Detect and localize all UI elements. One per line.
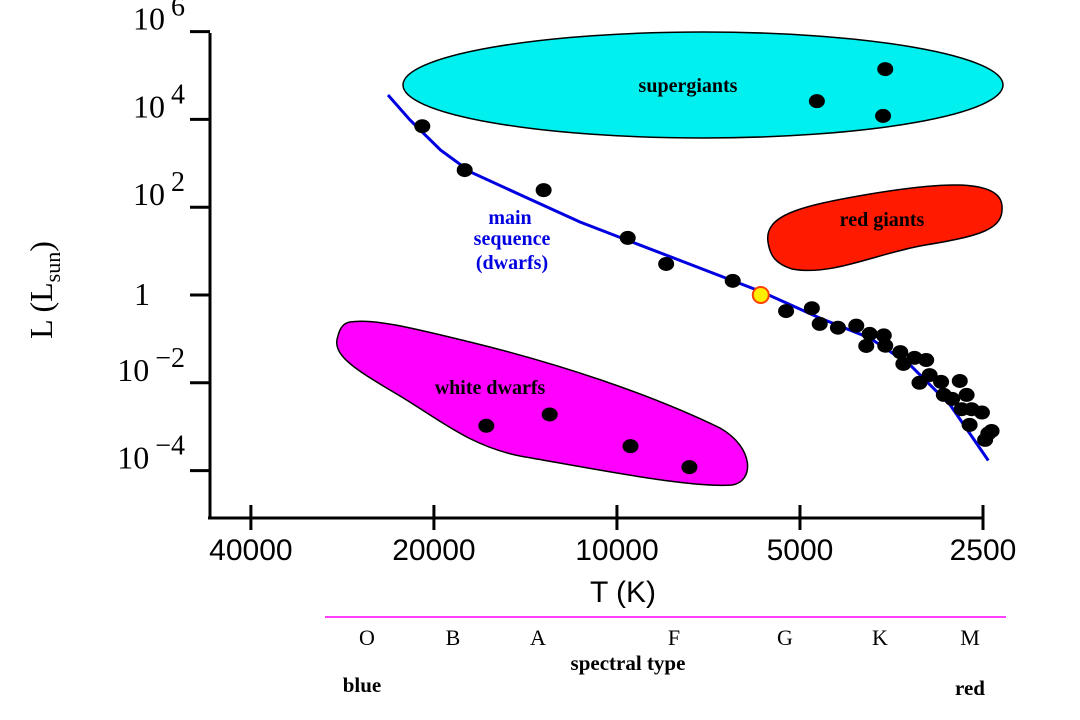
star-point-main-sequence — [877, 338, 894, 353]
star-point-supergiants — [808, 94, 825, 109]
star-point-main-sequence — [944, 391, 961, 406]
star-point-main-sequence — [892, 345, 909, 360]
white-dwarfs-label: white dwarfs — [435, 377, 546, 399]
star-point-white-dwarfs — [478, 418, 495, 433]
red-giants-region — [767, 184, 1003, 272]
spectral-type-M: M — [960, 625, 980, 650]
star-point-white-dwarfs — [681, 460, 698, 475]
x-tick-label: 20000 — [392, 534, 475, 567]
star-point-supergiants — [875, 108, 892, 123]
svg-text:L (Lsun): L (Lsun) — [23, 241, 65, 339]
spectral-type-K: K — [872, 625, 888, 650]
star-point-main-sequence — [811, 316, 828, 331]
spectral-type-A: A — [530, 625, 546, 650]
star-point-main-sequence — [933, 374, 950, 389]
star-point-white-dwarfs — [622, 439, 639, 454]
star-point-main-sequence — [803, 301, 820, 316]
star-point-main-sequence — [414, 119, 431, 134]
star-point-main-sequence — [861, 326, 878, 341]
star-point-main-sequence — [619, 230, 636, 245]
main-sequence-label-3: (dwarfs) — [476, 252, 548, 274]
spectral-type-F: F — [668, 625, 680, 650]
star-point-main-sequence — [858, 338, 875, 353]
supergiants-region — [402, 31, 1004, 139]
star-point-main-sequence — [724, 273, 741, 288]
spectral-type-O: O — [359, 625, 375, 650]
main-sequence-label-1: main — [488, 207, 531, 229]
star-point-main-sequence — [658, 256, 675, 271]
main-sequence-label-2: sequence — [474, 228, 551, 250]
y-tick-label: 10 −2 — [117, 343, 185, 388]
star-point-main-sequence — [958, 387, 975, 402]
star-point-main-sequence — [535, 183, 552, 198]
star-point-main-sequence — [456, 163, 473, 178]
y-axis-label: L (Lsun) — [23, 241, 65, 339]
star-point-main-sequence — [778, 304, 795, 319]
y-tick-label: 10 4 — [133, 79, 185, 124]
star-point-supergiants — [877, 62, 894, 77]
sun-marker — [751, 286, 770, 304]
white-dwarfs-region — [335, 320, 749, 487]
star-point-main-sequence — [848, 318, 865, 333]
star-point-white-dwarfs — [541, 407, 558, 422]
star-point-main-sequence — [829, 320, 846, 335]
x-tick-label: 5000 — [767, 534, 834, 567]
star-point-main-sequence — [918, 353, 935, 368]
supergiants-label: supergiants — [639, 75, 738, 97]
y-tick-label: 10 2 — [133, 167, 185, 212]
y-tick-label: 10 6 — [133, 0, 185, 37]
y-tick-label: 1 — [134, 276, 150, 312]
star-point-main-sequence — [977, 432, 994, 447]
x-tick-label: 40000 — [209, 534, 292, 567]
spectral-type-G: G — [777, 625, 793, 650]
star-point-main-sequence — [961, 417, 978, 432]
x-tick-label: 2500 — [950, 534, 1017, 567]
star-point-main-sequence — [921, 368, 938, 383]
blue-label: blue — [343, 673, 382, 697]
y-tick-label: 10 −4 — [117, 431, 185, 476]
star-point-main-sequence — [875, 328, 892, 343]
star-point-main-sequence — [951, 373, 968, 388]
star-point-main-sequence — [973, 405, 990, 420]
red-giants-label: red giants — [840, 209, 925, 231]
spectral-type-label: spectral type — [571, 651, 686, 675]
x-tick-label: 10000 — [575, 534, 658, 567]
red-label: red — [955, 676, 985, 700]
spectral-type-B: B — [446, 625, 461, 650]
x-axis-label: T (K) — [590, 576, 656, 609]
